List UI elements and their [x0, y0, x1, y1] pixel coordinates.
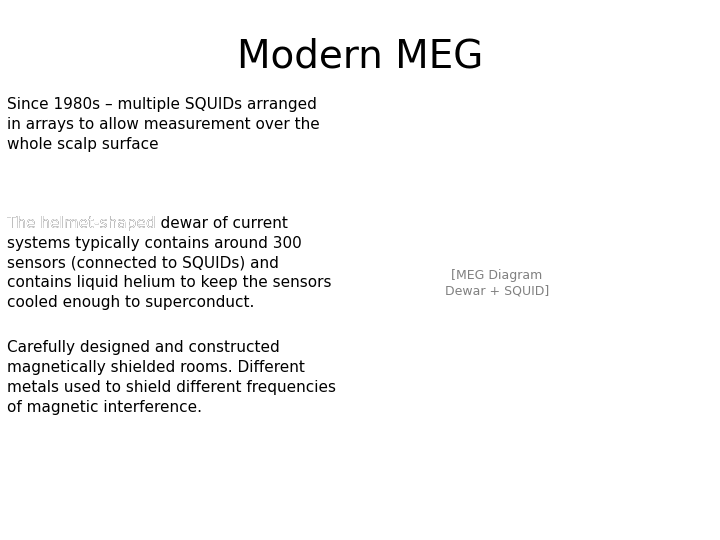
Text: [Sensor
Head]: [Sensor Head]: [198, 432, 241, 454]
Text: Carefully designed and constructed
magnetically shielded rooms. Different
metals: Carefully designed and constructed magne…: [7, 340, 336, 415]
Text: [MEG Diagram
Dewar + SQUID]: [MEG Diagram Dewar + SQUID]: [445, 269, 549, 298]
Text: Modern MEG: Modern MEG: [237, 38, 483, 76]
Text: The helmet-shaped: The helmet-shaped: [7, 216, 161, 231]
Text: [MEG
Room]: [MEG Room]: [58, 432, 94, 454]
Text: The helmet-shaped dewar of current
systems typically contains around 300
sensors: The helmet-shaped dewar of current syste…: [7, 216, 332, 310]
Text: Since 1980s – multiple SQUIDs arranged
in arrays to allow measurement over the
w: Since 1980s – multiple SQUIDs arranged i…: [7, 97, 320, 152]
